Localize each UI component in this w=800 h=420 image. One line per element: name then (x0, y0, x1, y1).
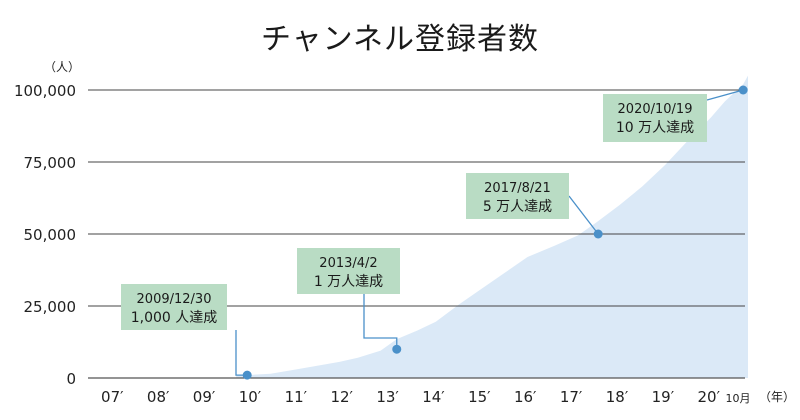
callout-leader (568, 195, 599, 235)
x-tick-label: 17′ (560, 388, 583, 406)
milestone-date: 2020/10/19 (618, 102, 693, 117)
x-tick-label: 19′ (652, 388, 675, 406)
x-tick-label: 15′ (468, 388, 491, 406)
x-tick-label: 12′ (330, 388, 353, 406)
callout-box (466, 173, 569, 219)
x-tick-label: 18′ (606, 388, 629, 406)
x-tick-label: 07′ (101, 388, 124, 406)
x-tick-suffix: 10月 (726, 392, 751, 405)
milestone-date: 2017/8/21 (484, 181, 551, 196)
y-tick-label: 50,000 (24, 226, 77, 244)
callout-leader (706, 89, 744, 101)
milestone-callout: 2017/8/21 5 万人達成 (466, 173, 603, 239)
milestone-callout: 2020/10/19 10 万人達成 (603, 85, 748, 142)
milestone-label: 1,000 人達成 (131, 310, 218, 326)
x-tick-label: 09′ (193, 388, 216, 406)
milestone-marker (392, 344, 402, 354)
milestone-label: 5 万人達成 (483, 199, 552, 215)
callout-box (603, 94, 707, 142)
milestone-date: 2009/12/30 (137, 292, 212, 307)
y-axis-unit: （人） (44, 60, 80, 74)
milestone-label: 1 万人達成 (314, 274, 383, 290)
x-tick-label: 08′ (147, 388, 170, 406)
x-tick-label: 13′ (376, 388, 399, 406)
x-tick-label: 11′ (285, 388, 308, 406)
x-tick-label: 10′ (239, 388, 262, 406)
x-axis-unit: （年） (759, 390, 795, 404)
y-tick-label: 100,000 (14, 82, 76, 100)
y-tick-label: 25,000 (24, 298, 77, 316)
milestone-date: 2013/4/2 (319, 256, 377, 271)
milestone-callout: 2009/12/30 1,000 人達成 (121, 284, 252, 380)
area-series (236, 75, 748, 378)
milestone-marker (593, 229, 603, 239)
milestone-marker (242, 370, 252, 380)
milestone-label: 10 万人達成 (616, 120, 694, 136)
callout-leader (363, 294, 398, 350)
chart-title: チャンネル登録者数 (260, 22, 540, 57)
y-tick-label: 75,000 (24, 154, 77, 172)
y-tick-label: 0 (66, 370, 76, 388)
callout-leader (235, 330, 248, 376)
x-tick-label: 14′ (422, 388, 445, 406)
callout-box (121, 284, 227, 330)
x-tick-label: 20′ (698, 388, 721, 406)
callout-box (297, 248, 400, 294)
x-tick-label: 16′ (514, 388, 537, 406)
milestone-marker (738, 85, 748, 95)
milestone-callout: 2013/4/2 1 万人達成 (297, 248, 402, 354)
